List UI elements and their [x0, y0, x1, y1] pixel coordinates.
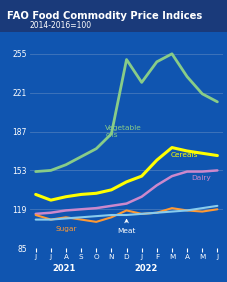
Text: Dairy: Dairy	[191, 175, 210, 181]
Text: 2022: 2022	[134, 264, 157, 273]
Text: Meat: Meat	[117, 219, 135, 233]
Text: FAO Food Commodity Price Indices: FAO Food Commodity Price Indices	[7, 11, 201, 21]
Text: 2014-2016=100: 2014-2016=100	[30, 21, 91, 30]
Text: 2021: 2021	[52, 264, 75, 273]
Text: Cereals: Cereals	[170, 152, 197, 158]
Text: Vegetable
oils: Vegetable oils	[105, 125, 141, 138]
Text: Sugar: Sugar	[55, 226, 76, 232]
